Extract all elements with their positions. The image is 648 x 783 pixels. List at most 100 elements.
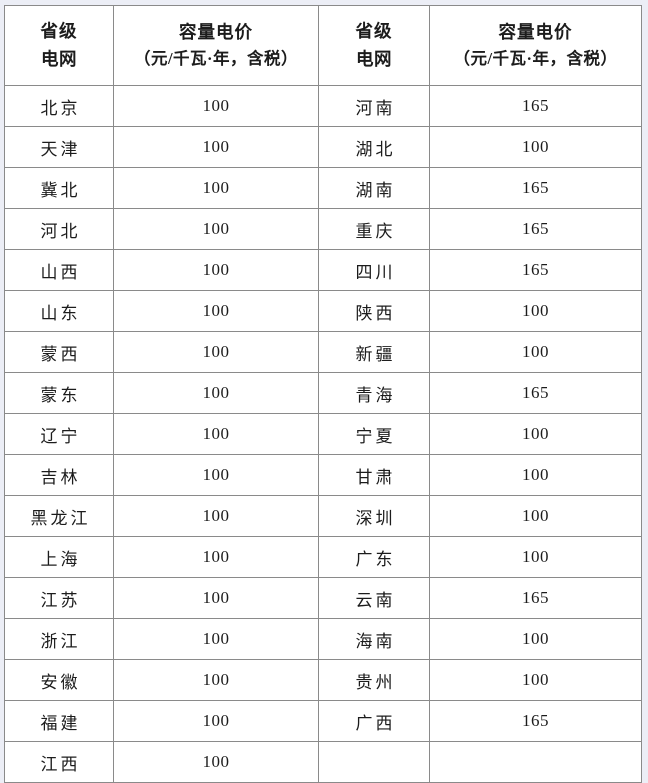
cell-province-left: 蒙东 <box>4 372 114 414</box>
cell-province-left: 江西 <box>4 741 114 783</box>
cell-price-right: 165 <box>429 700 642 742</box>
header-line1-price-right: 容量电价 <box>498 21 573 42</box>
header-line1-province-right: 省级 <box>355 21 393 41</box>
cell-province-left: 安徽 <box>4 659 114 701</box>
cell-price-right: 100 <box>429 413 642 455</box>
cell-price-right: 165 <box>429 167 642 209</box>
page-root: 省级 电网 容量电价 （元/千瓦·年，含税） 省级 电网 容量电价 （元/千瓦·… <box>4 5 642 783</box>
cell-province-right: 甘肃 <box>318 454 430 496</box>
cell-price-left: 100 <box>113 126 319 168</box>
cell-province-right: 贵州 <box>318 659 430 701</box>
cell-province-right: 广东 <box>318 536 430 578</box>
cell-province-right: 广西 <box>318 700 430 742</box>
cell-empty <box>429 741 642 783</box>
table-row: 冀北 100 湖南 165 <box>4 167 642 209</box>
cell-price-right: 100 <box>429 495 642 537</box>
cell-price-right: 165 <box>429 208 642 250</box>
header-line1-price-left: 容量电价 <box>179 21 253 42</box>
cell-price-left: 100 <box>113 618 319 660</box>
table-row: 天津 100 湖北 100 <box>4 126 642 168</box>
cell-province-left: 蒙西 <box>4 331 114 373</box>
table-row: 蒙东 100 青海 165 <box>4 372 642 414</box>
cell-price-right: 100 <box>429 536 642 578</box>
table-row: 浙江 100 海南 100 <box>4 618 642 660</box>
cell-province-left: 浙江 <box>4 618 114 660</box>
table-row: 吉林 100 甘肃 100 <box>4 454 642 496</box>
table-row: 黑龙江 100 深圳 100 <box>4 495 642 537</box>
cell-province-left: 天津 <box>4 126 114 168</box>
cell-province-left: 黑龙江 <box>4 495 114 537</box>
cell-price-right: 100 <box>429 454 642 496</box>
cell-province-left: 北京 <box>4 85 114 127</box>
table-row: 江苏 100 云南 165 <box>4 577 642 619</box>
header-line2-price-right: （元/千瓦·年，含税） <box>453 49 618 68</box>
header-line1-province-left: 省级 <box>40 21 78 41</box>
cell-province-right: 宁夏 <box>318 413 430 455</box>
cell-province-left: 辽宁 <box>4 413 114 455</box>
header-line2-price-left: （元/千瓦·年，含税） <box>133 49 299 68</box>
cell-price-right: 100 <box>429 290 642 332</box>
cell-province-right: 湖南 <box>318 167 430 209</box>
cell-price-left: 100 <box>113 413 319 455</box>
cell-province-right: 陕西 <box>318 290 430 332</box>
cell-province-left: 河北 <box>4 208 114 250</box>
cell-empty <box>318 741 430 783</box>
column-header-price-right: 容量电价 （元/千瓦·年，含税） <box>429 5 642 86</box>
cell-price-right: 100 <box>429 618 642 660</box>
cell-price-right: 165 <box>429 372 642 414</box>
cell-price-left: 100 <box>113 741 319 783</box>
cell-price-left: 100 <box>113 659 319 701</box>
cell-province-right: 河南 <box>318 85 430 127</box>
cell-province-left: 上海 <box>4 536 114 578</box>
cell-province-right: 海南 <box>318 618 430 660</box>
cell-province-left: 福建 <box>4 700 114 742</box>
cell-price-left: 100 <box>113 331 319 373</box>
header-row: 省级 电网 容量电价 （元/千瓦·年，含税） 省级 电网 容量电价 （元/千瓦·… <box>4 5 642 86</box>
column-header-price-left: 容量电价 （元/千瓦·年，含税） <box>113 5 319 86</box>
cell-price-left: 100 <box>113 290 319 332</box>
cell-price-left: 100 <box>113 536 319 578</box>
table-header: 省级 电网 容量电价 （元/千瓦·年，含税） 省级 电网 容量电价 （元/千瓦·… <box>4 5 642 86</box>
table-row: 福建 100 广西 165 <box>4 700 642 742</box>
cell-province-left: 江苏 <box>4 577 114 619</box>
cell-price-left: 100 <box>113 454 319 496</box>
header-line2-province-left: 电网 <box>41 48 77 69</box>
cell-province-left: 冀北 <box>4 167 114 209</box>
cell-province-right: 湖北 <box>318 126 430 168</box>
column-header-province-left: 省级 电网 <box>4 5 114 86</box>
cell-price-right: 100 <box>429 331 642 373</box>
cell-price-right: 165 <box>429 249 642 291</box>
cell-price-right: 165 <box>429 577 642 619</box>
cell-province-right: 青海 <box>318 372 430 414</box>
cell-province-right: 云南 <box>318 577 430 619</box>
price-table-container: 省级 电网 容量电价 （元/千瓦·年，含税） 省级 电网 容量电价 （元/千瓦·… <box>4 5 642 783</box>
table-row: 北京 100 河南 165 <box>4 85 642 127</box>
cell-price-left: 100 <box>113 249 319 291</box>
cell-price-left: 100 <box>113 167 319 209</box>
cell-price-left: 100 <box>113 85 319 127</box>
column-header-province-right: 省级 电网 <box>318 5 430 86</box>
header-line2-province-right: 电网 <box>356 48 392 69</box>
cell-province-right: 四川 <box>318 249 430 291</box>
table-row: 江西 100 <box>4 741 642 783</box>
table-row: 上海 100 广东 100 <box>4 536 642 578</box>
cell-price-right: 100 <box>429 659 642 701</box>
table-row: 辽宁 100 宁夏 100 <box>4 413 642 455</box>
cell-price-right: 100 <box>429 126 642 168</box>
cell-price-left: 100 <box>113 372 319 414</box>
table-row: 山东 100 陕西 100 <box>4 290 642 332</box>
cell-price-left: 100 <box>113 495 319 537</box>
cell-price-left: 100 <box>113 208 319 250</box>
cell-province-right: 深圳 <box>318 495 430 537</box>
table-row: 河北 100 重庆 165 <box>4 208 642 250</box>
table-row: 安徽 100 贵州 100 <box>4 659 642 701</box>
cell-price-left: 100 <box>113 577 319 619</box>
cell-province-left: 吉林 <box>4 454 114 496</box>
cell-price-left: 100 <box>113 700 319 742</box>
table-row: 蒙西 100 新疆 100 <box>4 331 642 373</box>
cell-province-left: 山东 <box>4 290 114 332</box>
table-row: 山西 100 四川 165 <box>4 249 642 291</box>
table-body: 北京 100 河南 165 天津 100 湖北 100 冀北 100 湖南 165 河北 100 重庆 165… <box>4 85 642 783</box>
capacity-price-table: 省级 电网 容量电价 （元/千瓦·年，含税） 省级 电网 容量电价 （元/千瓦·… <box>4 5 642 783</box>
cell-province-left: 山西 <box>4 249 114 291</box>
